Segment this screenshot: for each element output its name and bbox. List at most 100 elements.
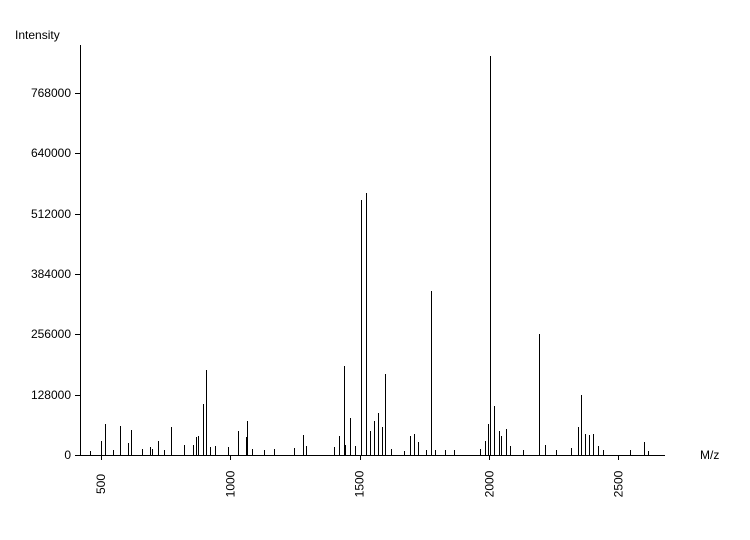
spectrum-peak — [581, 395, 582, 455]
spectrum-peak — [247, 421, 248, 455]
spectrum-peak — [344, 366, 345, 455]
spectrum-peak — [480, 449, 481, 455]
spectrum-peak — [431, 291, 432, 455]
spectrum-peak — [593, 434, 594, 455]
x-tick — [489, 455, 490, 460]
spectrum-peak — [418, 442, 419, 455]
spectrum-peak — [435, 450, 436, 455]
spectrum-peak — [210, 447, 211, 455]
y-tick — [75, 274, 80, 275]
spectrum-peak — [120, 426, 121, 455]
spectrum-peak — [382, 427, 383, 455]
spectrum-peak — [171, 427, 172, 455]
spectrum-peak — [523, 450, 524, 455]
spectrum-peak — [215, 446, 216, 455]
y-tick — [75, 395, 80, 396]
y-tick — [75, 214, 80, 215]
y-tick — [75, 455, 80, 456]
y-tick-label: 512000 — [0, 207, 71, 221]
spectrum-peak — [252, 449, 253, 455]
spectrum-peak — [426, 450, 427, 455]
spectrum-peak — [203, 404, 204, 455]
spectrum-peak — [294, 448, 295, 455]
spectrum-peak — [598, 446, 599, 455]
spectrum-peak — [131, 430, 132, 455]
y-tick-label: 0 — [0, 448, 71, 462]
spectrum-peak — [306, 446, 307, 455]
spectrum-peak — [264, 450, 265, 455]
y-tick — [75, 334, 80, 335]
spectrum-peak — [355, 446, 356, 455]
spectrum-peak — [445, 450, 446, 455]
spectrum-peak — [506, 429, 507, 455]
spectrum-peak — [184, 445, 185, 455]
spectrum-peak — [378, 413, 379, 455]
spectrum-peak — [164, 450, 165, 455]
spectrum-peak — [339, 436, 340, 455]
spectrum-peak — [644, 442, 645, 455]
x-tick — [230, 455, 231, 460]
spectrum-peak — [545, 445, 546, 455]
spectrum-peak — [90, 451, 91, 455]
y-tick-label: 768000 — [0, 86, 71, 100]
spectrum-peak — [648, 451, 649, 455]
spectrum-peak — [630, 450, 631, 455]
x-tick — [360, 455, 361, 460]
spectrum-peak — [142, 449, 143, 455]
spectrum-peak — [193, 445, 194, 455]
spectrum-peak — [105, 424, 106, 455]
y-tick-label: 384000 — [0, 267, 71, 281]
spectrum-peak — [101, 441, 102, 455]
y-tick — [75, 93, 80, 94]
x-axis-title: M/z — [700, 448, 719, 462]
spectrum-peak — [198, 436, 199, 455]
spectrum-peak — [128, 443, 129, 455]
spectrum-peak — [113, 450, 114, 455]
x-tick — [618, 455, 619, 460]
x-axis — [80, 455, 665, 456]
spectrum-peak — [414, 434, 415, 455]
spectrum-peak — [539, 334, 540, 455]
spectrum-peak — [556, 450, 557, 455]
spectrum-peak — [350, 418, 351, 455]
y-tick-label: 128000 — [0, 388, 71, 402]
spectrum-peak — [571, 448, 572, 455]
spectrum-peak — [228, 447, 229, 455]
y-tick-label: 256000 — [0, 327, 71, 341]
spectrum-peak — [303, 435, 304, 455]
spectrum-peak — [274, 449, 275, 455]
spectrum-peak — [410, 436, 411, 455]
spectrum-peak — [385, 374, 386, 455]
spectrum-peak — [206, 370, 207, 455]
spectrum-peak — [494, 406, 495, 455]
y-axis — [80, 45, 81, 455]
spectrum-peak — [404, 451, 405, 455]
spectrum-peak — [490, 56, 491, 455]
spectrum-peak — [366, 193, 367, 455]
y-tick — [75, 153, 80, 154]
spectrum-peak — [391, 449, 392, 455]
x-tick-label: 1000 — [215, 477, 245, 491]
x-tick-label: 2500 — [603, 477, 633, 491]
spectrum-peak — [150, 447, 151, 455]
spectrum-peak — [510, 446, 511, 455]
spectrum-peak — [370, 431, 371, 455]
spectrum-peak — [334, 447, 335, 455]
spectrum-peak — [585, 434, 586, 455]
y-axis-title: Intensity — [15, 28, 60, 42]
y-tick-label: 640000 — [0, 146, 71, 160]
spectrum-peak — [578, 427, 579, 455]
spectrum-peak — [589, 435, 590, 455]
spectrum-peak — [485, 441, 486, 455]
spectrum-peak — [158, 441, 159, 455]
spectrum-peak — [361, 200, 362, 455]
spectrum-peak — [152, 449, 153, 455]
x-tick-label: 500 — [86, 477, 116, 491]
spectrum-peak — [454, 450, 455, 455]
x-tick-label: 1500 — [345, 477, 375, 491]
spectrum-peak — [603, 450, 604, 455]
spectrum-peak — [374, 421, 375, 455]
spectrum-peak — [501, 436, 502, 455]
x-tick-label: 2000 — [474, 477, 504, 491]
x-tick — [101, 455, 102, 460]
